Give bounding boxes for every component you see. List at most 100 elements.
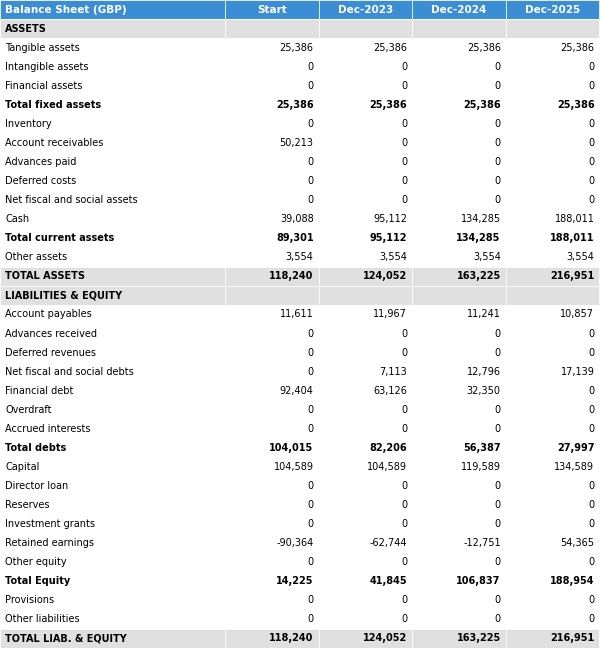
Bar <box>319 76 412 95</box>
Bar <box>319 0 412 19</box>
Bar <box>0 38 225 57</box>
Text: 0: 0 <box>401 405 407 415</box>
Bar <box>506 114 599 133</box>
Bar <box>0 172 225 191</box>
Text: 0: 0 <box>494 62 501 72</box>
Text: 0: 0 <box>307 176 314 186</box>
Text: 0: 0 <box>494 557 501 567</box>
Text: 216,951: 216,951 <box>550 272 595 281</box>
Bar <box>319 438 412 457</box>
Text: Deferred costs: Deferred costs <box>5 176 76 186</box>
Text: 11,241: 11,241 <box>467 310 501 319</box>
Text: 104,015: 104,015 <box>269 443 314 453</box>
Text: ASSETS: ASSETS <box>5 23 47 34</box>
Text: TOTAL LIAB. & EQUITY: TOTAL LIAB. & EQUITY <box>5 634 127 643</box>
Bar <box>412 19 506 38</box>
Bar <box>319 191 412 210</box>
Bar <box>225 572 319 591</box>
Bar <box>319 362 412 381</box>
Bar <box>0 267 225 286</box>
Text: Start: Start <box>257 5 287 14</box>
Bar <box>319 286 412 305</box>
Bar <box>506 591 599 610</box>
Bar <box>319 324 412 343</box>
Text: -90,364: -90,364 <box>277 538 314 548</box>
Text: Reserves: Reserves <box>5 500 49 510</box>
Bar <box>506 286 599 305</box>
Text: 3,554: 3,554 <box>379 252 407 262</box>
Text: 134,285: 134,285 <box>457 233 501 243</box>
Text: 0: 0 <box>588 386 595 396</box>
Bar <box>412 57 506 76</box>
Bar <box>412 591 506 610</box>
Bar <box>506 343 599 362</box>
Text: 0: 0 <box>494 596 501 605</box>
Bar <box>412 381 506 400</box>
Bar <box>506 0 599 19</box>
Bar <box>319 305 412 324</box>
Bar <box>319 210 412 229</box>
Text: Account receivables: Account receivables <box>5 138 103 148</box>
Bar <box>412 362 506 381</box>
Text: 0: 0 <box>588 519 595 529</box>
Text: 0: 0 <box>307 195 314 205</box>
Bar <box>506 95 599 114</box>
Text: 3,554: 3,554 <box>566 252 595 262</box>
Bar <box>0 610 225 629</box>
Bar <box>506 419 599 438</box>
Text: 0: 0 <box>494 481 501 491</box>
Bar <box>225 515 319 534</box>
Text: 0: 0 <box>307 557 314 567</box>
Text: 106,837: 106,837 <box>457 576 501 586</box>
Bar <box>0 57 225 76</box>
Bar <box>225 19 319 38</box>
Bar <box>0 324 225 343</box>
Text: 0: 0 <box>494 329 501 338</box>
Bar <box>225 476 319 496</box>
Text: 89,301: 89,301 <box>276 233 314 243</box>
Text: 188,011: 188,011 <box>550 233 595 243</box>
Text: 25,386: 25,386 <box>373 43 407 52</box>
Bar <box>319 267 412 286</box>
Bar <box>225 305 319 324</box>
Text: Overdraft: Overdraft <box>5 405 52 415</box>
Bar <box>412 133 506 152</box>
Text: 0: 0 <box>307 424 314 434</box>
Bar <box>506 305 599 324</box>
Text: Balance Sheet (GBP): Balance Sheet (GBP) <box>5 5 127 14</box>
Bar <box>225 496 319 515</box>
Bar <box>506 172 599 191</box>
Bar <box>319 400 412 419</box>
Text: 0: 0 <box>307 62 314 72</box>
Text: 124,052: 124,052 <box>363 272 407 281</box>
Text: 0: 0 <box>307 614 314 625</box>
Bar <box>412 229 506 248</box>
Text: 0: 0 <box>494 81 501 91</box>
Bar <box>412 496 506 515</box>
Text: 0: 0 <box>307 119 314 129</box>
Bar <box>225 362 319 381</box>
Bar <box>0 229 225 248</box>
Text: 95,112: 95,112 <box>370 233 407 243</box>
Text: 0: 0 <box>494 614 501 625</box>
Bar <box>225 610 319 629</box>
Text: 0: 0 <box>494 424 501 434</box>
Text: 0: 0 <box>588 596 595 605</box>
Bar <box>319 152 412 172</box>
Bar <box>412 572 506 591</box>
Bar <box>319 553 412 572</box>
Text: 134,285: 134,285 <box>461 214 501 224</box>
Text: 104,589: 104,589 <box>274 462 314 472</box>
Text: 0: 0 <box>588 138 595 148</box>
Bar <box>225 381 319 400</box>
Text: 54,365: 54,365 <box>560 538 595 548</box>
Text: Director loan: Director loan <box>5 481 68 491</box>
Text: Dec-2024: Dec-2024 <box>431 5 487 14</box>
Text: Total current assets: Total current assets <box>5 233 114 243</box>
Bar <box>506 496 599 515</box>
Bar <box>225 343 319 362</box>
Bar <box>412 400 506 419</box>
Text: 0: 0 <box>494 519 501 529</box>
Bar <box>506 400 599 419</box>
Text: 0: 0 <box>494 119 501 129</box>
